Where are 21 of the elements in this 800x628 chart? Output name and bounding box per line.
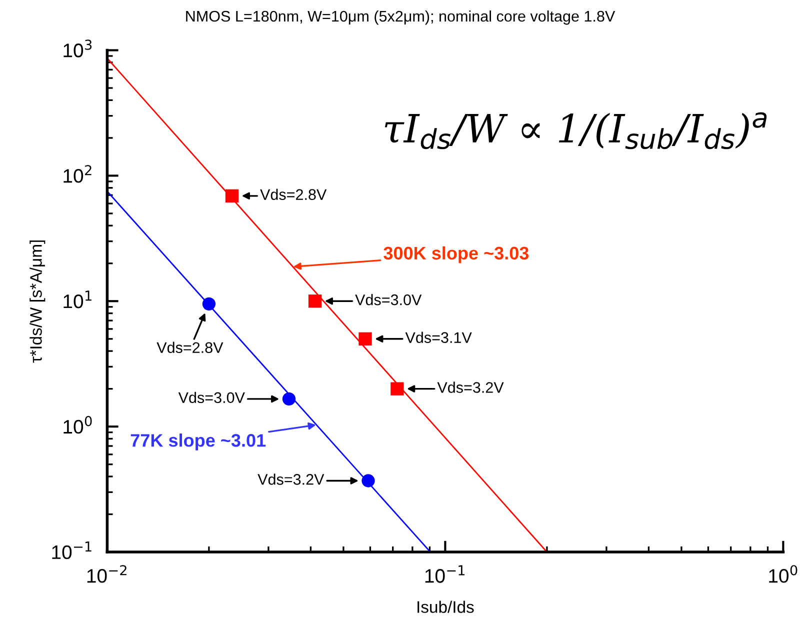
annotation: Vds=2.8V <box>156 342 224 354</box>
annotation: Vds=3.0V <box>178 392 245 404</box>
annotation: Vds=2.8V <box>260 188 327 200</box>
annotation: Vds=3.2V <box>258 474 324 485</box>
annotation: Vds=3.1V <box>405 332 472 343</box>
x-axis-title: Isub/Ids <box>418 600 474 613</box>
annotation: 77K slope ~3.01 <box>130 434 266 450</box>
annotation: τI$_{ds}$/W ∝ 1/(I$_{sub}$/I$_{ds}$)$^{a}$ <box>384 112 767 150</box>
chart-title: NMOS L=180nm, W=10μm (5x2μm); nominal core voltage 1.8V <box>186 10 616 25</box>
annotation: 300K slope ~3.03 <box>384 246 529 264</box>
annotation: Vds=3.0V <box>355 294 422 306</box>
y-tick-label: 10$^{1}$ <box>64 290 92 308</box>
y-tick-label: 10$^{2}$ <box>64 165 92 183</box>
y-tick-label: 10$^{−1}$ <box>52 542 92 560</box>
x-tick-label: 10$^{0}$ <box>769 565 798 583</box>
y-tick-label: 10$^{3}$ <box>64 40 92 58</box>
annotation: Vds=3.2V <box>437 382 504 393</box>
y-axis-title: τ*Ids/W [s*A/μm] <box>30 240 46 363</box>
y-tick-label: 10$^{0}$ <box>64 416 92 434</box>
x-tick-label: 10$^{−2}$ <box>87 565 126 583</box>
x-tick-label: 10$^{−1}$ <box>425 565 465 583</box>
